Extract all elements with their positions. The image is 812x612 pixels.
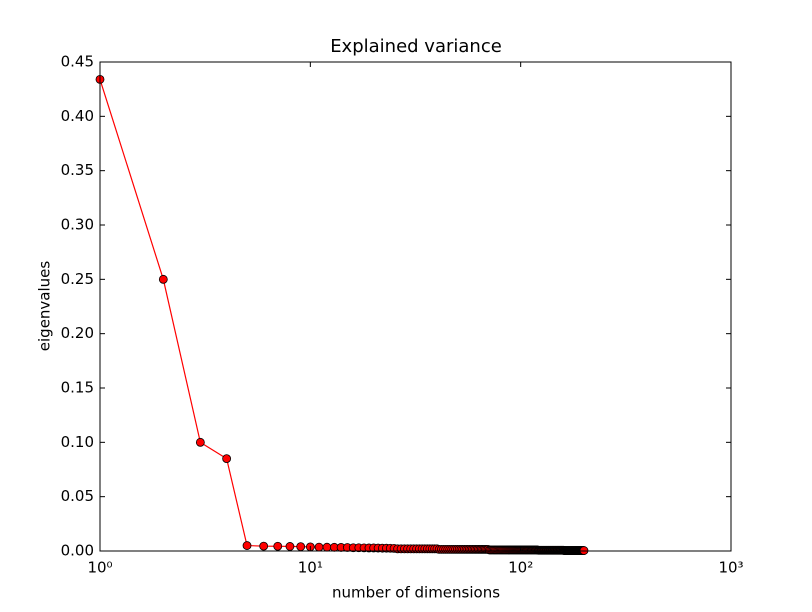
data-point — [322, 542, 332, 552]
data-point — [273, 541, 283, 551]
chart-title: Explained variance — [330, 36, 502, 57]
x-tick-label: 10³ — [718, 559, 743, 577]
data-point — [285, 542, 295, 551]
x-axis-label: number of dimensions — [332, 584, 500, 602]
y-tick-label: 0.10 — [61, 433, 94, 451]
y-tick-label: 0.15 — [61, 379, 94, 397]
axes-frame — [99, 61, 732, 552]
data-point — [242, 541, 252, 550]
data-point — [195, 437, 205, 447]
y-tick-label: 0.00 — [61, 542, 94, 560]
data-point — [314, 542, 324, 552]
y-tick-label: 0.35 — [61, 161, 94, 179]
y-tick-label: 0.25 — [61, 270, 94, 288]
data-point — [158, 274, 168, 284]
y-tick-label: 0.45 — [61, 53, 94, 71]
y-tick-label: 0.30 — [61, 216, 94, 234]
y-axis-label: eigenvalues — [36, 261, 54, 352]
y-tick-label: 0.40 — [61, 107, 94, 125]
x-tick-label: 10¹ — [298, 559, 323, 577]
x-tick-label: 10⁰ — [87, 559, 112, 577]
data-point — [259, 541, 269, 551]
data-point — [222, 454, 232, 464]
x-tick-label: 10² — [508, 559, 533, 577]
y-tick-label: 0.20 — [61, 324, 94, 342]
data-point — [296, 542, 306, 552]
y-tick-label: 0.05 — [61, 487, 94, 505]
